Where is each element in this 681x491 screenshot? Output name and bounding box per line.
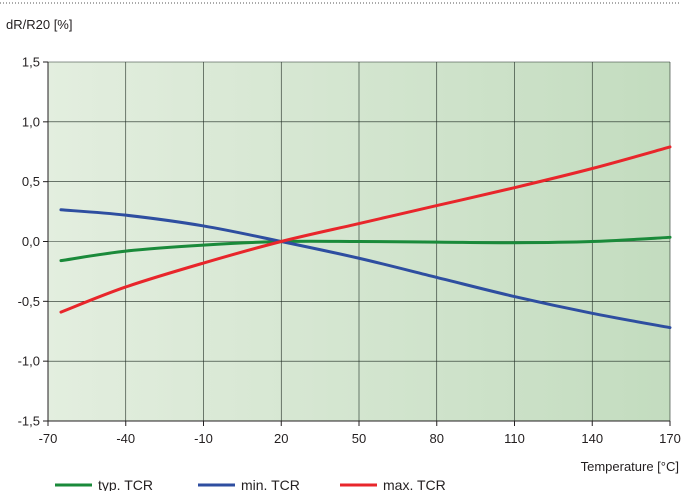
legend-label-max-tcr: max. TCR <box>383 477 446 491</box>
x-tick-label: 20 <box>274 431 288 446</box>
series-lines <box>59 145 672 330</box>
grid-lines <box>47 61 671 422</box>
axes <box>43 61 671 426</box>
y-tick-label: 0,5 <box>22 174 40 189</box>
x-tick-label: -70 <box>39 431 58 446</box>
x-tick-label: 170 <box>659 431 681 446</box>
y-tick-label: -1,0 <box>18 354 40 369</box>
series-line-max-tcr <box>59 145 672 314</box>
legend: typ. TCR min. TCR max. TCR <box>55 477 446 491</box>
x-axis-label: Temperature [°C] <box>581 459 679 474</box>
y-axis-label: dR/R20 [%] <box>6 17 72 32</box>
y-tick-label: 0,0 <box>22 234 40 249</box>
series-line-min-tcr <box>59 208 672 330</box>
x-tick-label: 110 <box>504 431 525 446</box>
y-tick-label: -1,5 <box>18 414 40 429</box>
tick-labels: -70 -40 -10 20 50 80 110 140 170 1,5 1,0 0,5 0,0 -0,5… <box>18 55 681 447</box>
y-tick-label: -0,5 <box>18 294 40 309</box>
y-tick-label: 1,0 <box>22 114 40 129</box>
x-tick-label: 80 <box>430 431 444 446</box>
x-tick-label: -10 <box>194 431 213 446</box>
y-tick-label: 1,5 <box>22 55 40 70</box>
x-tick-label: 50 <box>352 431 366 446</box>
legend-label-typ-tcr: typ. TCR <box>98 477 153 491</box>
x-tick-label: 140 <box>581 431 603 446</box>
series-line-typ-tcr <box>59 235 672 263</box>
x-tick-label: -40 <box>116 431 135 446</box>
legend-label-min-tcr: min. TCR <box>241 477 300 491</box>
